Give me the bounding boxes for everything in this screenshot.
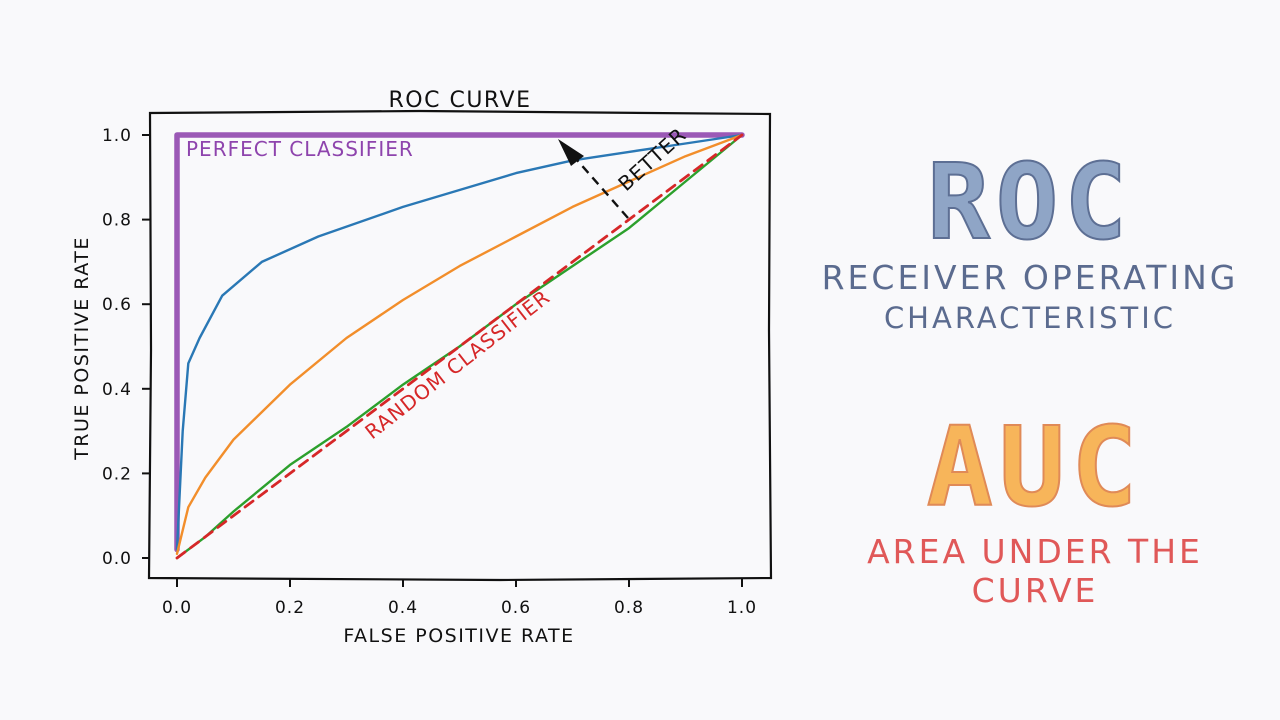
y-tick-label: 1.0 <box>102 126 132 146</box>
y-axis-title: TRUE POSITIVE RATE <box>71 236 93 461</box>
annotation-perfect-classifier: PERFECT CLASSIFIER <box>186 137 414 161</box>
y-tick-label: 0.2 <box>102 464 132 484</box>
x-tick-label: 0.2 <box>275 598 305 618</box>
y-tick-label: 0.6 <box>102 295 132 315</box>
auc-block: AUC AREA UNDER THE CURVE <box>800 403 1270 610</box>
roc-expansion-line2: CHARACTERISTIC <box>883 301 1177 335</box>
x-tick-label: 0.4 <box>388 598 418 618</box>
roc-acronym: ROC <box>926 141 1133 263</box>
x-axis-title: FALSE POSITIVE RATE <box>343 625 574 647</box>
x-tick-label: 0.8 <box>614 598 644 618</box>
y-tick-label: 0.0 <box>102 549 132 569</box>
chart-title: ROC CURVE <box>389 88 532 113</box>
x-tick-label: 1.0 <box>727 598 757 618</box>
plot-frame <box>147 109 773 582</box>
x-ticks: 0.0 0.2 0.4 0.6 0.8 1.0 <box>162 579 757 618</box>
auc-expansion: AREA UNDER THE CURVE <box>867 532 1203 610</box>
orange-roc-curve <box>175 133 744 555</box>
green-roc-curve <box>175 133 744 560</box>
random-classifier-line <box>175 133 744 560</box>
series-layer <box>174 132 745 560</box>
y-tick-label: 0.4 <box>102 380 132 400</box>
roc-block: ROC RECEIVER OPERATING CHARACTERISTIC <box>800 141 1260 335</box>
roc-expansion-line1: RECEIVER OPERATING <box>821 258 1239 297</box>
y-tick-label: 0.8 <box>102 211 132 231</box>
better-arrow <box>558 139 629 219</box>
y-ticks: 0.0 0.2 0.4 0.6 0.8 1.0 <box>102 126 150 569</box>
blue-roc-curve <box>175 133 744 551</box>
x-tick-label: 0.6 <box>501 598 531 618</box>
auc-acronym: AUC <box>926 403 1144 531</box>
perfect-classifier-line <box>174 132 745 553</box>
x-tick-label: 0.0 <box>162 598 192 618</box>
